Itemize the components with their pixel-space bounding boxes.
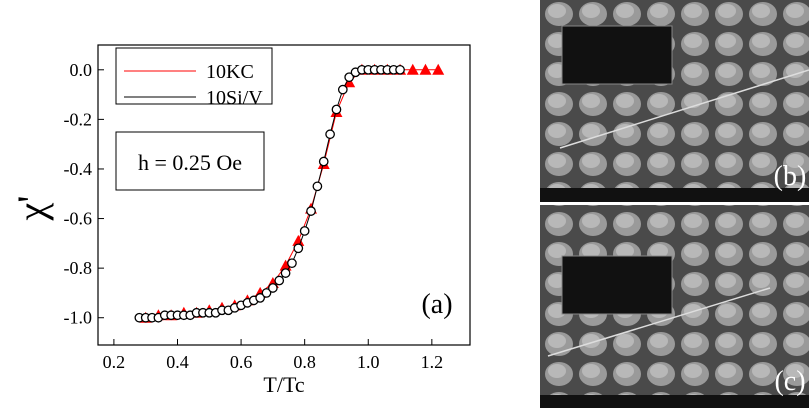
x-tick-label: 1.0 xyxy=(357,352,380,372)
sem-info-bar xyxy=(540,395,809,408)
marker xyxy=(300,227,308,235)
marker xyxy=(281,269,289,277)
marker xyxy=(339,85,347,93)
marker xyxy=(294,244,302,252)
sem-profile-inset xyxy=(562,256,672,314)
x-tick-label: 0.4 xyxy=(166,352,189,372)
series-line xyxy=(139,70,400,318)
marker xyxy=(320,157,328,165)
y-tick-label: -0.4 xyxy=(64,159,93,179)
legend-label: 10KC xyxy=(206,61,254,83)
y-tick-label: -0.6 xyxy=(64,209,93,229)
sem-profile-inset xyxy=(562,26,672,84)
sem-info-bar xyxy=(540,188,809,202)
panel-label: (b) xyxy=(774,161,807,192)
legend-label: 10Si/V xyxy=(206,87,263,109)
marker xyxy=(313,182,321,190)
marker xyxy=(269,284,277,292)
panel-label: (a) xyxy=(421,289,452,320)
y-tick-label: -0.8 xyxy=(64,258,93,278)
x-tick-label: 0.2 xyxy=(103,352,126,372)
series-line xyxy=(146,70,439,318)
x-axis-label: T/Tc xyxy=(263,372,304,397)
marker xyxy=(288,259,296,267)
x-tick-label: 0.8 xyxy=(293,352,316,372)
y-tick-label: -1.0 xyxy=(64,308,93,328)
marker xyxy=(396,66,404,74)
figure: h = 0.25 Oe (a) T/Tc χ' (b) (c) 0.2 0.4 0.… xyxy=(0,0,809,408)
annotation: h = 0.25 Oe xyxy=(138,150,242,175)
x-tick-label: 0.6 xyxy=(230,352,253,372)
y-tick-label: 0.0 xyxy=(70,60,93,80)
marker xyxy=(326,130,334,138)
panel-label: (c) xyxy=(774,366,805,397)
marker xyxy=(332,105,340,113)
y-axis-label: χ' xyxy=(9,196,54,222)
y-tick-label: -0.2 xyxy=(64,109,93,129)
marker xyxy=(275,276,283,284)
x-tick-label: 1.2 xyxy=(421,352,444,372)
marker xyxy=(307,207,315,215)
